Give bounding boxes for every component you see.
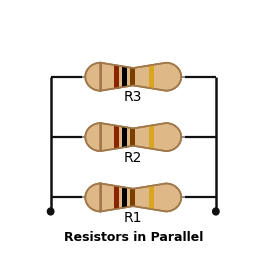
Bar <box>149 186 154 209</box>
Bar <box>122 67 127 87</box>
Bar <box>114 126 119 149</box>
Polygon shape <box>85 123 181 151</box>
Circle shape <box>47 208 54 215</box>
Circle shape <box>213 208 219 215</box>
Bar <box>122 188 127 208</box>
Polygon shape <box>85 183 181 211</box>
Bar <box>130 68 135 86</box>
Text: R2: R2 <box>124 151 142 165</box>
Text: Resistors in Parallel: Resistors in Parallel <box>63 231 203 244</box>
Bar <box>114 186 119 209</box>
Text: R1: R1 <box>124 211 142 225</box>
Bar <box>149 66 154 89</box>
Bar <box>130 188 135 207</box>
Bar <box>122 127 127 148</box>
Bar <box>149 126 154 149</box>
Text: R3: R3 <box>124 90 142 104</box>
Bar <box>130 128 135 146</box>
Bar <box>114 66 119 88</box>
Polygon shape <box>85 63 181 91</box>
